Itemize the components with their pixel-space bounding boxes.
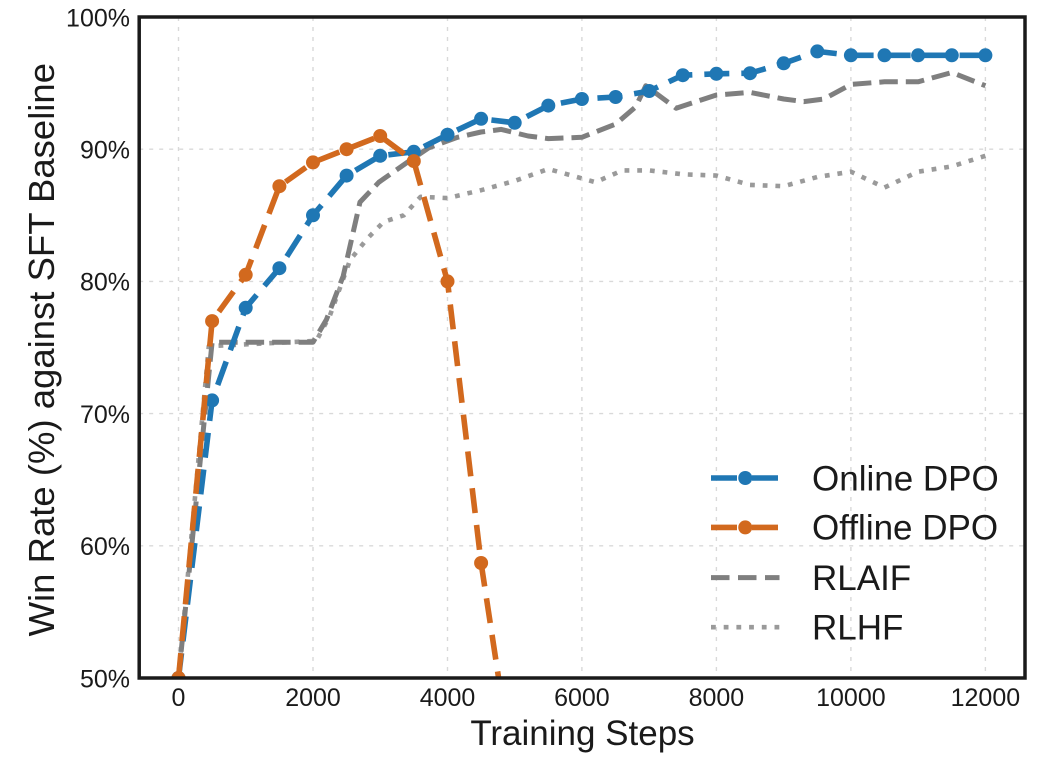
svg-text:12000: 12000 xyxy=(951,684,1021,712)
svg-text:Online DPO: Online DPO xyxy=(812,459,999,498)
svg-text:50%: 50% xyxy=(80,665,130,693)
svg-text:Win Rate (%) against SFT Basel: Win Rate (%) against SFT Baseline xyxy=(21,63,62,636)
svg-text:60%: 60% xyxy=(80,533,130,561)
svg-text:90%: 90% xyxy=(80,137,130,165)
svg-text:6000: 6000 xyxy=(554,684,610,712)
svg-text:70%: 70% xyxy=(80,401,130,429)
svg-text:10000: 10000 xyxy=(816,684,886,712)
svg-text:80%: 80% xyxy=(80,269,130,297)
svg-text:0: 0 xyxy=(172,684,186,712)
svg-text:8000: 8000 xyxy=(689,684,745,712)
svg-text:RLHF: RLHF xyxy=(812,609,903,648)
svg-text:2000: 2000 xyxy=(285,684,341,712)
svg-text:RLAIF: RLAIF xyxy=(812,559,911,598)
svg-text:4000: 4000 xyxy=(420,684,476,712)
svg-text:Offline DPO: Offline DPO xyxy=(812,509,998,548)
svg-text:100%: 100% xyxy=(66,4,130,32)
svg-text:Training Steps: Training Steps xyxy=(470,714,694,753)
